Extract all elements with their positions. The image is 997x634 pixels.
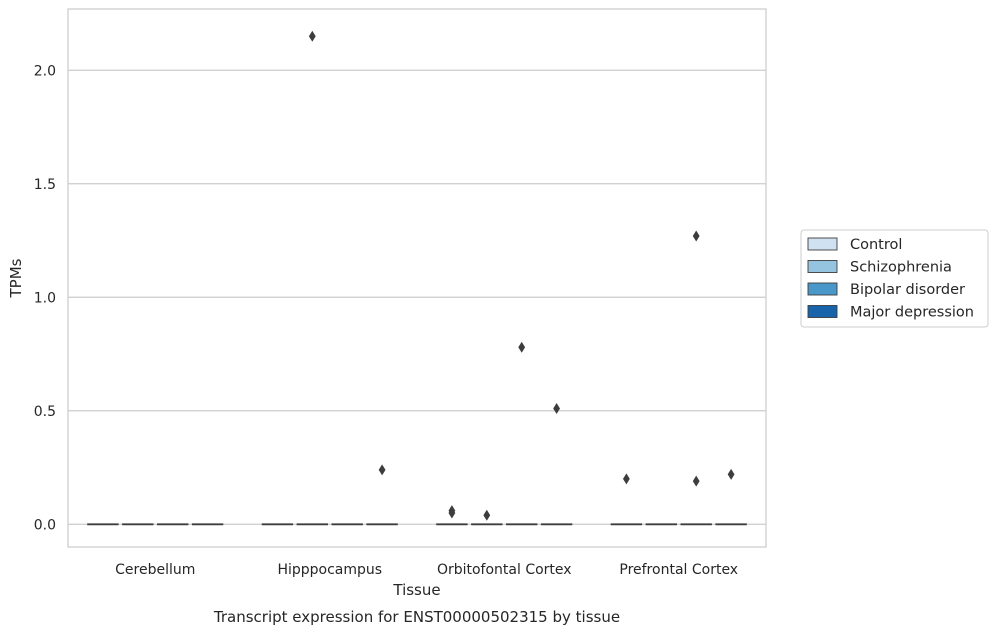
outlier-point (727, 468, 735, 480)
y-tick-label: 2.0 (34, 63, 56, 79)
outlier-points (308, 30, 735, 521)
legend-swatch (807, 305, 838, 318)
x-tick-label: Hipppocampus (277, 562, 382, 578)
x-tick-label: Cerebellum (115, 562, 195, 578)
legend-swatch (807, 282, 838, 296)
legend-entry: Bipolar disorder (850, 282, 965, 298)
y-axis-ticks: 0.0 0.5 1.0 1.5 2.0 (34, 63, 56, 533)
outlier-point (518, 341, 526, 353)
legend-swatch (807, 237, 838, 251)
x-axis-ticks: Cerebellum Hipppocampus Orbitofontal Corte… (115, 562, 738, 578)
chart-caption: Transcript expression for ENST0000050231… (213, 608, 620, 626)
y-tick-label: 1.0 (34, 290, 56, 306)
outlier-point (378, 464, 386, 476)
legend-entry: Schizophrenia (850, 260, 952, 276)
legend-entry: Control (850, 237, 902, 253)
legend: Control Schizophrenia Bipolar disorder Majo… (800, 229, 989, 328)
y-tick-label: 1.5 (34, 177, 56, 193)
x-axis-label: Tissue (392, 581, 440, 599)
outlier-point (692, 230, 700, 242)
outlier-point (553, 403, 560, 415)
outlier-point (308, 30, 316, 42)
y-tick-label: 0.0 (34, 517, 56, 533)
outlier-point (623, 473, 630, 485)
x-tick-label: Orbitofontal Cortex (437, 562, 572, 578)
x-tick-label: Prefrontal Cortex (619, 562, 738, 578)
outlier-point (448, 507, 456, 519)
y-tick-label: 0.5 (34, 404, 56, 420)
plot-frame (67, 8, 767, 548)
grid-lines (68, 69, 766, 525)
y-axis-label: TPMs (7, 258, 25, 298)
legend-entry: Major depression (850, 305, 974, 321)
legend-swatch (807, 260, 838, 273)
outlier-point (692, 475, 700, 487)
legend-box (800, 229, 989, 328)
outlier-point (483, 509, 491, 521)
